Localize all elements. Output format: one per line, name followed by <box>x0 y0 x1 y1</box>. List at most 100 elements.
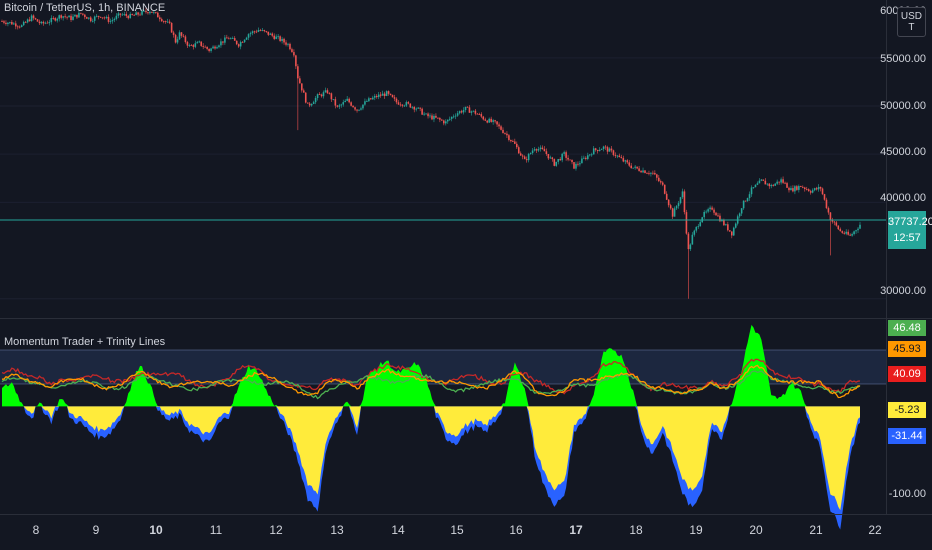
candle-body <box>648 173 650 175</box>
candle-body <box>723 220 725 226</box>
candle-body <box>521 155 524 157</box>
candle-body <box>218 45 220 48</box>
candle-body <box>101 17 104 19</box>
candle-body <box>476 113 479 115</box>
candle-body <box>84 14 86 18</box>
candle-body <box>448 118 451 120</box>
candle-body <box>255 31 258 33</box>
candle-body <box>267 31 270 35</box>
candle-body <box>683 191 686 213</box>
candle-body <box>715 212 717 216</box>
time-axis-label: 20 <box>749 523 763 537</box>
candle-body <box>443 120 445 124</box>
candle-body <box>184 36 187 43</box>
candle-body <box>851 234 853 236</box>
candle-body <box>450 116 453 119</box>
candle-body <box>135 12 137 16</box>
candle-body <box>711 207 713 210</box>
candle-body <box>616 155 619 157</box>
candle-body <box>417 107 419 109</box>
candle-body <box>494 120 496 122</box>
candle-body <box>508 135 510 140</box>
candle-body <box>614 154 617 156</box>
candle-body <box>107 16 110 22</box>
candle-body <box>823 194 826 200</box>
candle-body <box>334 99 337 106</box>
candle-body <box>143 10 145 12</box>
candle-body <box>659 181 662 183</box>
price-candles <box>1 8 861 299</box>
candle-body <box>798 185 800 190</box>
candle-body <box>504 132 506 134</box>
candle-body <box>671 208 674 217</box>
candle-body <box>153 12 155 13</box>
candle-body <box>681 191 684 198</box>
candle-body <box>186 42 189 46</box>
candle-body <box>780 179 782 183</box>
symbol-title[interactable]: Bitcoin / TetherUS, 1h, BINANCE <box>4 2 166 14</box>
current-price-badge: 37737.20 12:57 <box>888 211 932 249</box>
candle-body <box>821 188 824 195</box>
candle-body <box>730 231 733 236</box>
candle-body <box>372 97 374 100</box>
candle-body <box>679 197 682 204</box>
candle-body <box>800 185 802 187</box>
candle-body <box>415 108 418 110</box>
candle-body <box>446 119 449 122</box>
currency-button[interactable]: USD T <box>896 7 926 37</box>
time-axis-label: 11 <box>209 523 223 537</box>
candle-body <box>624 160 627 162</box>
candle-body <box>547 153 550 159</box>
candle-body <box>815 188 818 190</box>
candle-body <box>764 180 767 185</box>
candle-body <box>164 21 167 23</box>
candle-body <box>111 20 114 22</box>
candle-body <box>502 129 504 133</box>
candle-body <box>642 170 644 173</box>
candle-body <box>841 231 844 233</box>
candle-body <box>565 152 567 158</box>
candle-body <box>567 157 569 160</box>
candle-body <box>285 42 287 45</box>
candle-body <box>407 102 410 104</box>
candle-body <box>853 231 855 235</box>
candle-body <box>492 120 494 122</box>
candle-body <box>462 109 465 113</box>
candle-body <box>707 209 709 212</box>
candle-body <box>531 150 534 154</box>
candle-body <box>283 38 285 43</box>
candle-body <box>835 222 838 226</box>
price-label-40000: 40000.00 <box>880 192 926 204</box>
candle-body <box>26 19 29 23</box>
candle-body <box>293 52 295 56</box>
candle-body <box>431 115 433 120</box>
candle-body <box>794 186 796 192</box>
candle-body <box>40 21 43 24</box>
candle-body <box>756 183 759 185</box>
candle-body <box>174 34 177 43</box>
candle-body <box>845 231 847 234</box>
candle-body <box>145 10 147 13</box>
candle-body <box>470 111 473 113</box>
candle-body <box>397 102 400 105</box>
candle-body <box>38 21 41 24</box>
candle-body <box>620 157 623 159</box>
candle-body <box>121 14 124 16</box>
candle-body <box>661 182 664 185</box>
candle-body <box>675 206 678 209</box>
candle-body <box>600 148 603 150</box>
countdown-timer: 12:57 <box>893 232 921 244</box>
indicator-title[interactable]: Momentum Trader + Trinity Lines <box>4 336 166 348</box>
candle-body <box>379 94 382 96</box>
candle-body <box>774 183 776 186</box>
candle-body <box>358 109 360 111</box>
candle-body <box>425 113 427 115</box>
candle-body <box>460 111 463 113</box>
candle-body <box>644 170 646 174</box>
candle-body <box>790 188 792 191</box>
candle-body <box>717 215 719 217</box>
candle-body <box>176 39 179 43</box>
time-axis-label: 15 <box>450 523 464 537</box>
candle-body <box>318 94 321 95</box>
